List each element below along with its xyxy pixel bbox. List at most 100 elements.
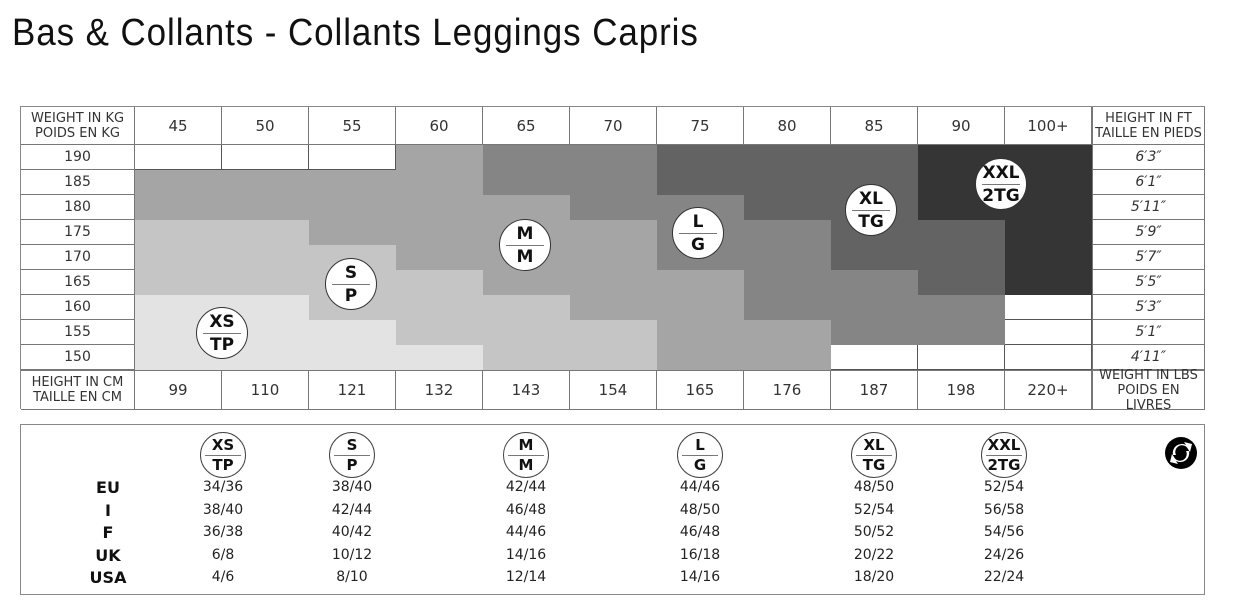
weight-kg-header: 70 xyxy=(570,107,657,145)
height-ft-label: 6′1″ xyxy=(1092,170,1205,195)
badge-intl-size: M xyxy=(518,435,534,454)
badge-divider xyxy=(203,332,241,334)
size-cell-l xyxy=(831,295,918,320)
weight-kg-corner: WEIGHT IN KG POIDS EN KG xyxy=(21,107,135,145)
size-cell-xs xyxy=(396,345,483,370)
size-cell-l xyxy=(918,295,1005,320)
page-title: Bas & Collants - Collants Leggings Capri… xyxy=(12,12,699,54)
weight-lbs-header: 121 xyxy=(309,370,396,410)
badge-intl-size: XXL xyxy=(982,162,1020,183)
height-ft-label: 5′1″ xyxy=(1092,320,1205,345)
size-cell-xl xyxy=(918,245,1005,270)
size-cell-l xyxy=(744,245,831,270)
size-cell-l xyxy=(570,195,657,220)
badge-intl-size: XS xyxy=(211,435,235,454)
conversion-badge-xxl: XXL 2TG xyxy=(981,432,1027,478)
size-cell-l xyxy=(744,270,831,295)
badge-fr-size: 2TG xyxy=(987,455,1021,474)
size-cell-m xyxy=(570,220,657,245)
size-cell-w xyxy=(222,145,309,170)
height-ft-label: 5′3″ xyxy=(1092,295,1205,320)
badge-fr-size: 2TG xyxy=(982,185,1020,206)
size-cell-l xyxy=(570,170,657,195)
conversion-value: 48/50 xyxy=(853,479,895,495)
country-label: I xyxy=(105,500,111,520)
badge-intl-size: L xyxy=(695,435,705,454)
conversion-value: 44/46 xyxy=(505,524,547,540)
size-cell-l xyxy=(831,320,918,345)
size-cell-xl xyxy=(657,145,744,170)
conversion-value: 52/54 xyxy=(983,479,1025,495)
size-cell-xl xyxy=(657,170,744,195)
size-cell-m xyxy=(135,195,222,220)
conversion-value: 36/38 xyxy=(202,524,244,540)
size-cell-m xyxy=(309,195,396,220)
conversion-value: 6/8 xyxy=(211,546,235,563)
badge-fr-size: G xyxy=(693,455,707,474)
size-cell-xs xyxy=(309,320,396,345)
size-cell-s xyxy=(135,270,222,295)
size-cell-w xyxy=(309,145,396,170)
badge-intl-size: XXL xyxy=(987,435,1021,454)
weight-lbs-header: 176 xyxy=(744,370,831,410)
size-cell-m xyxy=(396,170,483,195)
country-label: EU xyxy=(96,478,120,497)
size-cell-l xyxy=(483,145,570,170)
size-cell-xs xyxy=(309,345,396,370)
conversion-badge-xs: XS TP xyxy=(200,432,246,478)
size-cell-l xyxy=(483,170,570,195)
size-cell-w xyxy=(135,145,222,170)
size-cell-s xyxy=(396,270,483,295)
weight-kg-header: 85 xyxy=(831,107,918,145)
size-cell-m xyxy=(657,295,744,320)
size-cell-l xyxy=(744,220,831,245)
badge-divider xyxy=(856,454,892,456)
conversion-value: 8/10 xyxy=(336,569,368,585)
badge-intl-size: M xyxy=(516,223,534,244)
badge-intl-size: XS xyxy=(209,311,235,332)
size-cell-s xyxy=(396,295,483,320)
weight-kg-header: 100+ xyxy=(1005,107,1092,145)
weight-kg-header: 65 xyxy=(483,107,570,145)
badge-divider xyxy=(679,232,717,234)
size-cell-m xyxy=(135,170,222,195)
size-badge-xs: XS TP xyxy=(196,307,248,359)
size-cell-xxl xyxy=(1005,220,1092,245)
size-cell-m xyxy=(744,320,831,345)
conversion-value: 10/12 xyxy=(331,546,373,563)
weight-lbs-header: 165 xyxy=(657,370,744,410)
height-cm-label: 155 xyxy=(21,320,135,345)
badge-fr-size: M xyxy=(516,246,534,267)
size-cell-m xyxy=(396,145,483,170)
badge-intl-size: S xyxy=(344,262,358,283)
size-cell-xl xyxy=(831,245,918,270)
size-cell-m xyxy=(657,345,744,370)
badge-fr-size: P xyxy=(344,285,358,306)
conversion-value: 42/44 xyxy=(505,479,547,495)
size-cell-m xyxy=(483,270,570,295)
conversion-value: 38/40 xyxy=(202,501,244,518)
weight-kg-corner-line: POIDS EN KG xyxy=(35,125,120,141)
size-cell-xxl xyxy=(1005,245,1092,270)
size-cell-m xyxy=(222,195,309,220)
height-ft-label: 5′5″ xyxy=(1092,270,1205,295)
weight-lbs-header: 132 xyxy=(396,370,483,410)
weight-kg-header: 75 xyxy=(657,107,744,145)
conversion-value: 12/14 xyxy=(505,569,547,585)
size-cell-l xyxy=(918,320,1005,345)
size-cell-m xyxy=(570,295,657,320)
badge-fr-size: TP xyxy=(212,455,234,474)
size-cell-m xyxy=(570,270,657,295)
conversion-value: 50/52 xyxy=(853,524,895,540)
size-cell-s xyxy=(570,320,657,345)
weight-lbs-header: 220+ xyxy=(1005,370,1092,410)
conversion-value: 46/48 xyxy=(505,501,547,518)
badge-intl-size: XL xyxy=(859,188,883,209)
size-cell-xl xyxy=(744,195,831,220)
badge-fr-size: M xyxy=(518,455,534,474)
badge-fr-size: P xyxy=(346,455,358,474)
size-cell-m xyxy=(483,195,570,220)
